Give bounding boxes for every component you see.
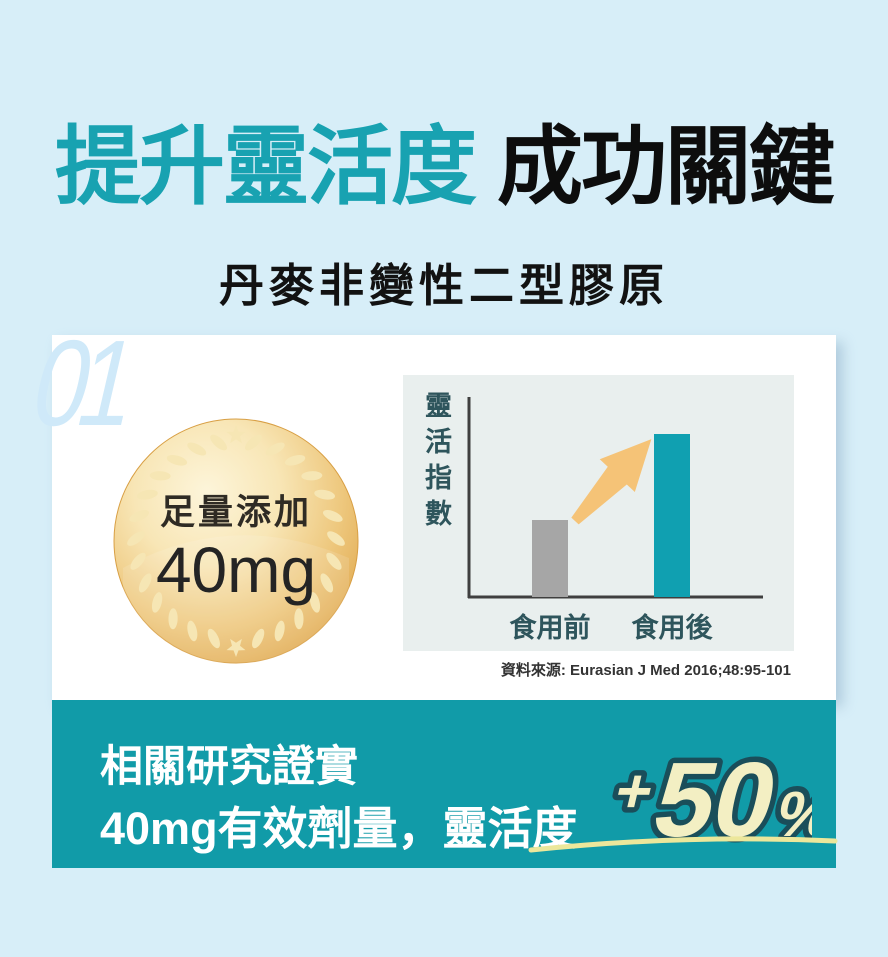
arrow-up-icon (571, 439, 652, 525)
promo-card: 01 足量添加 (21, 315, 836, 700)
page-title-rest: 成功關鍵 (497, 119, 835, 215)
chart-y-axis-label: 靈活指數 (421, 391, 451, 535)
bar-after (654, 434, 690, 597)
badge-text: 足量添加 40mg (113, 418, 359, 664)
page-subtitle: 丹麥非變性二型膠原 (218, 260, 669, 311)
gold-medal-badge: 足量添加 40mg (113, 418, 359, 664)
badge-dosage: 40mg (155, 533, 317, 606)
star-bottom-icon (226, 638, 246, 657)
laurel-wreath-icon (127, 434, 345, 649)
page-title-highlight: 提升靈活度 (55, 119, 477, 215)
chart-axes-and-arrow (467, 397, 763, 599)
banner-line1: 相關研究證實 (100, 743, 358, 791)
bar-before (532, 520, 568, 597)
underline-swoosh-icon (528, 836, 838, 853)
bar-label-after: 食用後 (631, 613, 713, 643)
result-banner: 相關研究證實 40mg有效劑量，靈活度 + 50 % (52, 700, 838, 868)
page-title: 提升靈活度 成功關鍵 (0, 116, 888, 219)
badge-claim: 足量添加 (159, 492, 312, 532)
source-citation: 資料來源: Eurasian J Med 2016;48:95-101 (500, 662, 791, 679)
banner-line2: 40mg有效劑量，靈活度 (100, 803, 578, 854)
flexibility-bar-chart: 靈活指數 食用前 食用後 (403, 375, 794, 651)
medal-icon (113, 418, 359, 664)
bar-label-before: 食用前 (509, 613, 591, 643)
star-top-icon (226, 425, 246, 444)
